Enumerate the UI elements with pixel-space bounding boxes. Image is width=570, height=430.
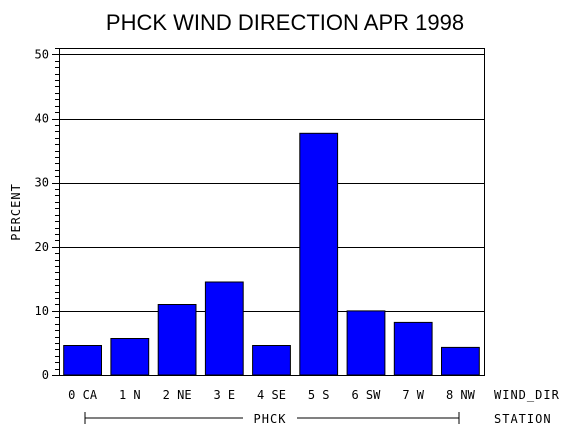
- y-tick-label: 30: [35, 176, 49, 190]
- bar-0: [63, 345, 102, 376]
- x-tick-label: 6 SW: [351, 388, 381, 402]
- axes: [59, 48, 485, 376]
- y-tick-label: 40: [35, 112, 49, 126]
- y-tick-label: 10: [35, 304, 49, 318]
- bar-8: [441, 346, 480, 376]
- bar-3: [204, 281, 244, 376]
- bar-6: [346, 310, 386, 376]
- station-group: PHCK: [84, 412, 460, 426]
- plot-frame: [59, 48, 485, 376]
- y-ticks: 0 10 20 30 40 50: [35, 47, 59, 382]
- group-axis-label: STATION: [494, 412, 552, 426]
- bar-1: [110, 338, 150, 376]
- bar-5: [299, 132, 339, 376]
- chart-title: PHCK WIND DIRECTION APR 1998: [106, 10, 464, 35]
- x-tick-label: 1 N: [119, 388, 141, 402]
- x-tick-label: 8 NW: [446, 388, 476, 402]
- x-tick-label: 2 NE: [163, 388, 192, 402]
- bar-7: [393, 321, 433, 376]
- x-tick-label: 0 CA: [68, 388, 98, 402]
- bars: [63, 132, 480, 376]
- x-tick-labels: 0 CA 1 N 2 NE 3 E 4 SE 5 S 6 SW 7 W 8 NW: [68, 388, 475, 402]
- x-tick-label: 4 SE: [257, 388, 286, 402]
- x-axis-label: WIND_DIR: [494, 388, 560, 402]
- x-tick-label: 7 W: [402, 388, 424, 402]
- bar-4: [252, 345, 291, 376]
- y-tick-label: 0: [42, 368, 49, 382]
- group-label: PHCK: [254, 412, 287, 426]
- y-axis-label: PERCENT: [9, 183, 23, 241]
- bar-2: [157, 304, 197, 376]
- y-tick-label: 20: [35, 240, 49, 254]
- gridlines: [59, 54, 484, 312]
- x-tick-label: 5 S: [308, 388, 330, 402]
- y-tick-label: 50: [35, 47, 49, 61]
- x-tick-label: 3 E: [213, 388, 235, 402]
